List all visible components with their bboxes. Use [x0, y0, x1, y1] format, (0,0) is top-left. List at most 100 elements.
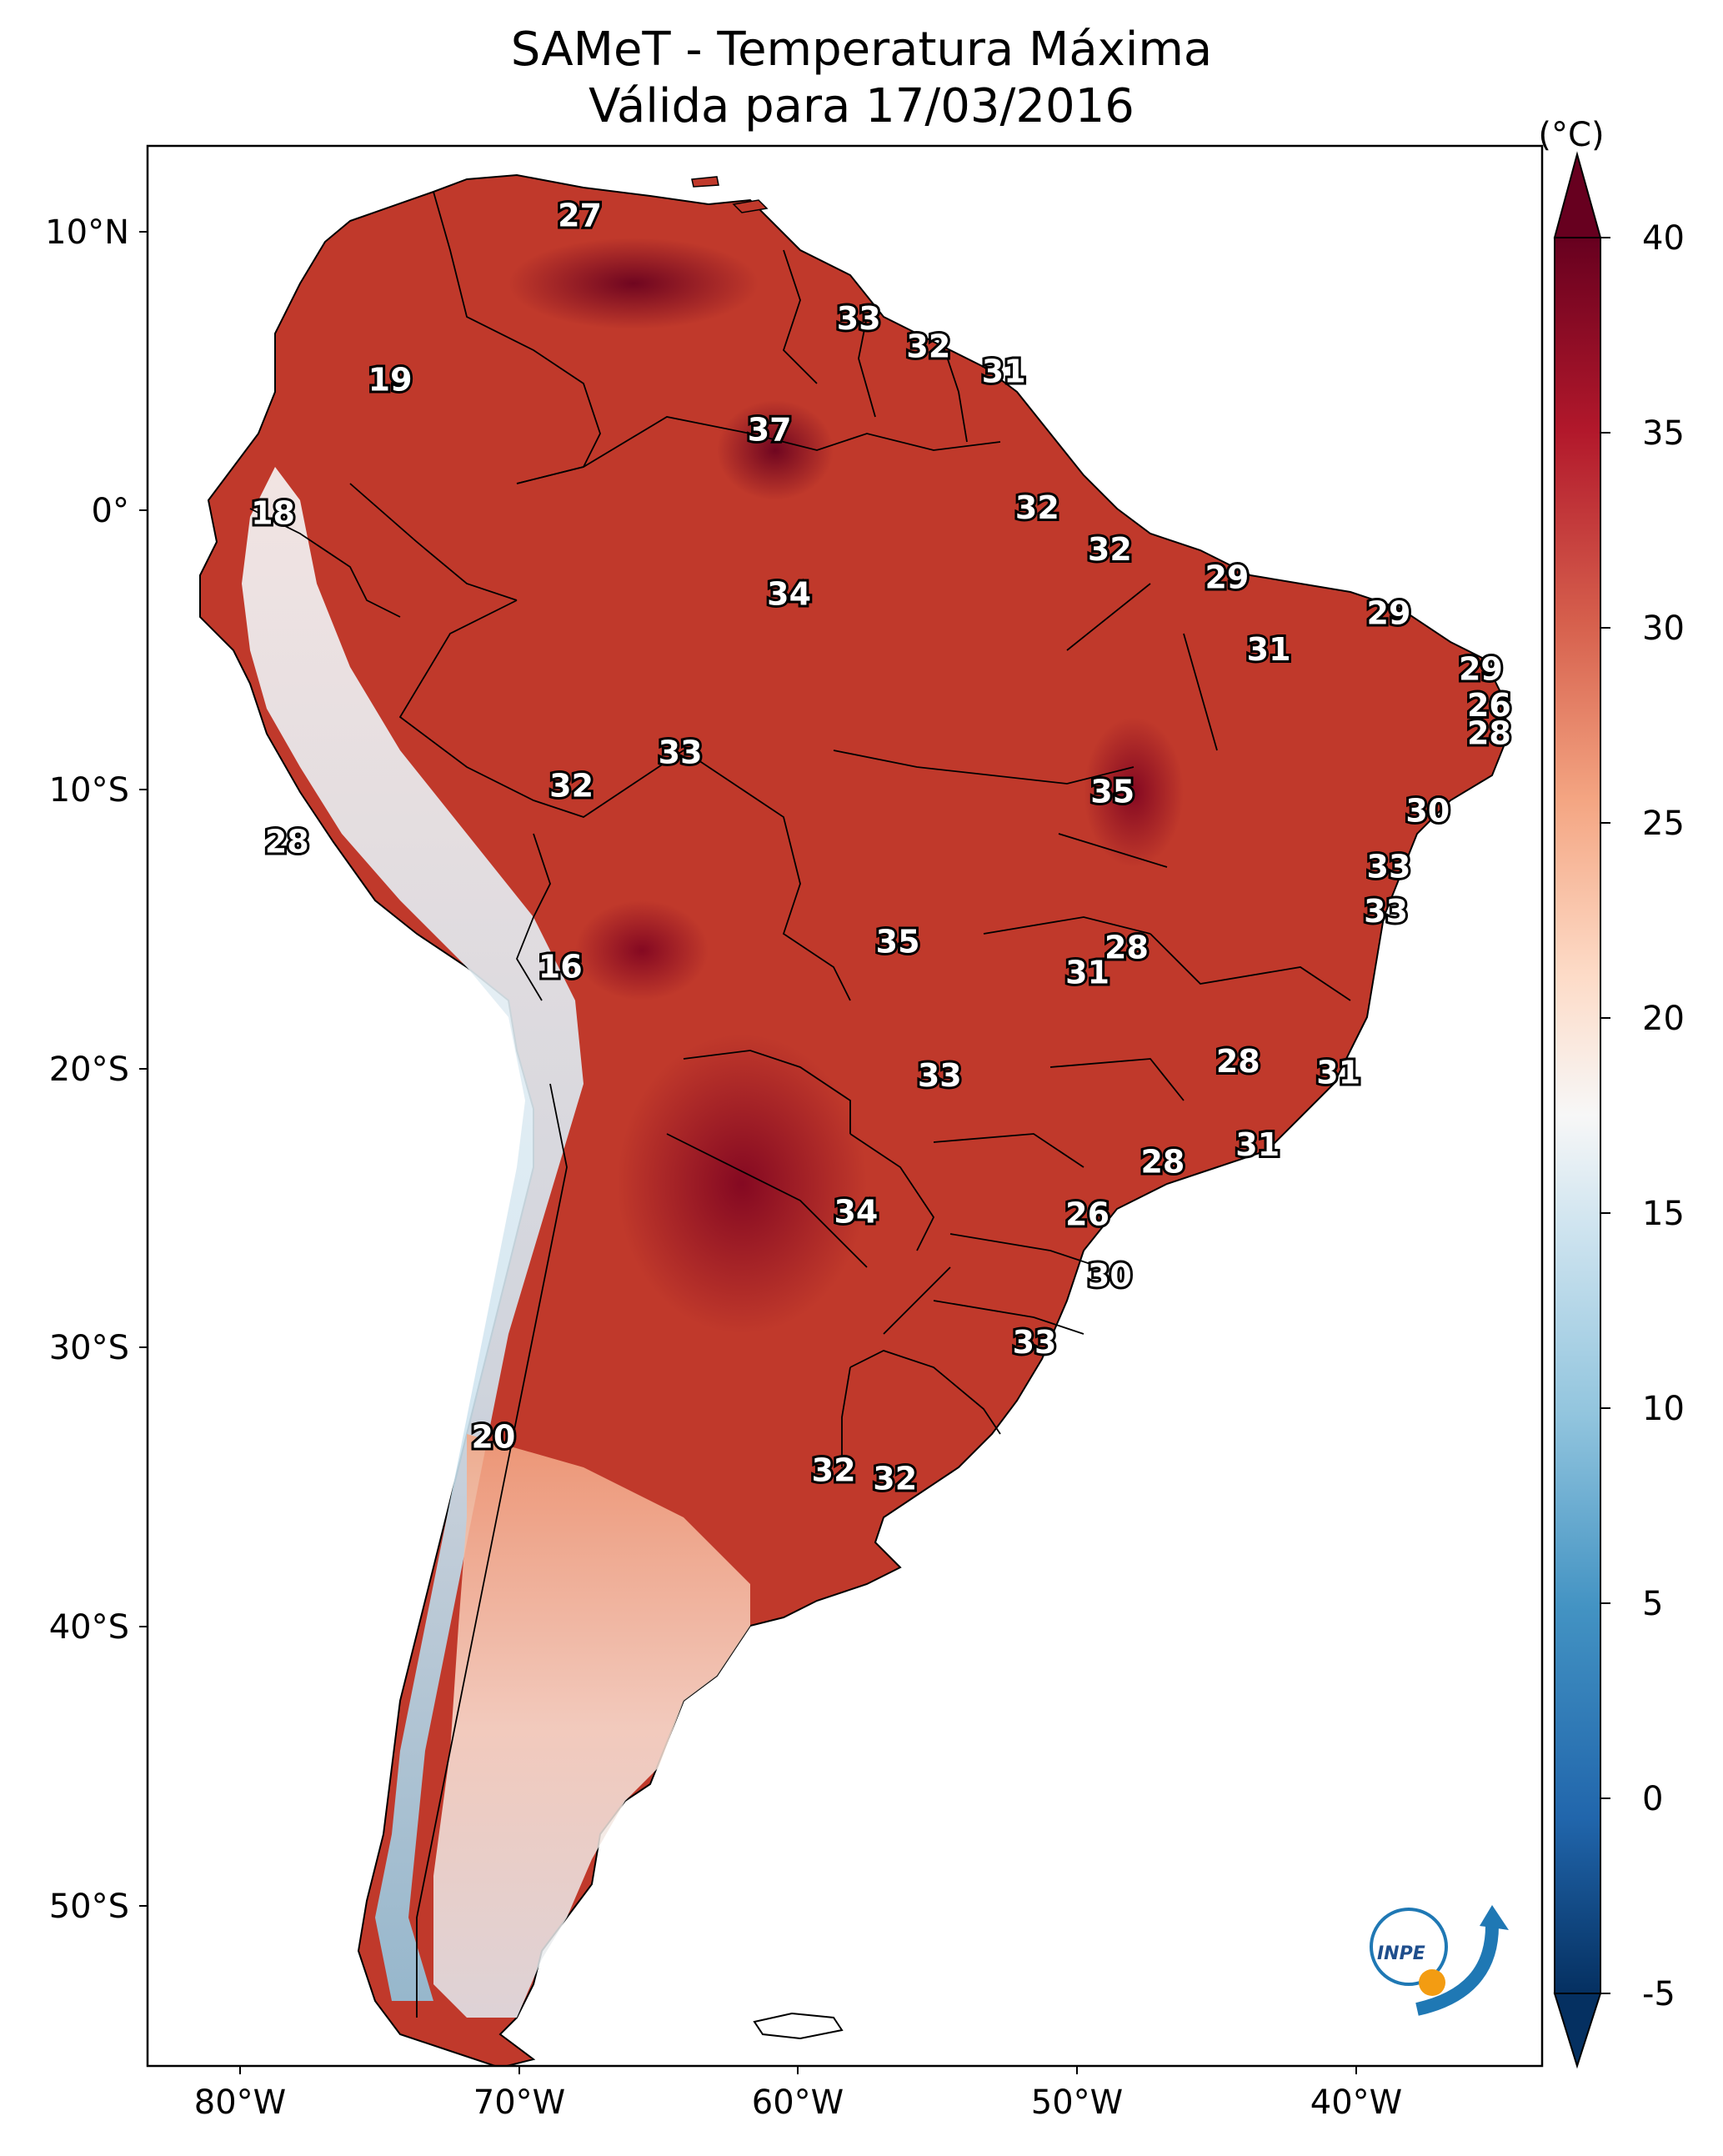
lon-tick-label: 50°W	[1031, 2083, 1123, 2122]
city-temperature-label: 33	[1367, 848, 1411, 885]
border-colombia-venezuela	[433, 191, 601, 484]
city-temperature-label: 32	[1015, 489, 1059, 526]
lat-tick-label: 0°	[92, 492, 129, 530]
colorbar-tick-label: 20	[1642, 1000, 1685, 1038]
colorbar-tick-label: 0	[1642, 1780, 1663, 1818]
hot-zone-tocantins	[1084, 717, 1184, 867]
border-ecuador-peru	[249, 508, 401, 618]
border-chile-argentina	[416, 1083, 568, 2018]
city-temperature-label: 26	[1467, 687, 1511, 724]
city-temperature-label: 37	[748, 411, 792, 448]
logo-arrow-arc	[1415, 1925, 1499, 2016]
lat-tick-label: 10°S	[49, 771, 129, 810]
city-temperature-label: 27	[558, 197, 602, 233]
colorbar-tick-label: 30	[1642, 609, 1685, 648]
lon-tick-label: 80°W	[194, 2083, 286, 2122]
colorbar-tick-label: 40	[1642, 219, 1685, 258]
border-peru-bolivia	[515, 833, 551, 1001]
city-temperature-label: 28	[1216, 1043, 1260, 1080]
colorbar-tick-label: 35	[1642, 414, 1685, 453]
border-paraguay-argentina	[666, 1133, 868, 1268]
logo-sun-dot	[1419, 1969, 1445, 1996]
city-temperature-label: 28	[1104, 929, 1149, 965]
hot-zone-chaco	[617, 1034, 867, 1334]
lat-tick-label: 20°S	[49, 1050, 129, 1089]
border-peru-brazil	[398, 599, 684, 818]
city-temperature-label: 18	[251, 495, 295, 532]
city-temperature-label: 26	[1065, 1196, 1109, 1233]
city-temperature-label: 29	[1459, 650, 1503, 687]
border-uruguay	[849, 1350, 1001, 1435]
logo-arrow-head	[1480, 1905, 1509, 1930]
map-title: SAMeT - Temperatura Máxima	[510, 23, 1213, 77]
lat-tick-marks	[139, 231, 148, 1907]
city-temperature-label: 32	[906, 328, 950, 364]
city-temperature-label: 32	[812, 1452, 856, 1489]
patagonia-region	[433, 1434, 750, 2018]
colorbar-bottom-arrow	[1553, 1993, 1602, 2069]
border-colombia-peru	[349, 483, 518, 601]
border-suriname-guiana	[941, 341, 968, 443]
andes-cool-strip	[242, 467, 584, 2001]
city-temperature-label: 20	[471, 1419, 515, 1456]
city-temperature-label: 34	[767, 575, 811, 612]
border-brazil-north	[516, 416, 1001, 484]
border-guyana-suriname	[858, 316, 876, 418]
map-border	[146, 144, 1544, 2068]
city-temperature-label: 32	[1088, 531, 1132, 568]
map-subtitle: Válida para 17/03/2016	[589, 79, 1134, 133]
border-bolivia-brazil	[683, 750, 851, 1001]
city-temperature-label: 31	[1247, 631, 1291, 668]
city-temperature-label: 32	[549, 768, 594, 805]
border-argentina-uruguay	[841, 1366, 851, 1467]
lon-tick-marks	[239, 2066, 1357, 2074]
border-paraguay-brazil	[849, 1133, 935, 1251]
city-temperature-label: 31	[982, 353, 1026, 389]
city-temperature-label: 34	[834, 1193, 878, 1230]
lon-tick-label: 40°W	[1310, 2083, 1402, 2122]
inpe-logo: INPE	[1370, 1905, 1509, 2016]
hot-zone-bolivia	[575, 900, 709, 1000]
city-temperature-label: 30	[1405, 793, 1450, 830]
lon-tick-label: 70°W	[473, 2083, 565, 2122]
lon-tick-labels: 80°W 70°W 60°W 50°W 40°W	[194, 2083, 1402, 2122]
hot-zone-venezuela	[508, 238, 759, 329]
country-borders	[249, 191, 1351, 2018]
border-bolivia-paraguay	[683, 1050, 851, 1134]
colorbar-tick-label: 10	[1642, 1390, 1685, 1428]
city-temperature-label: 30	[1088, 1257, 1132, 1294]
city-temperature-label: 28	[1140, 1143, 1185, 1180]
city-temperature-label: 28	[1467, 714, 1511, 751]
lat-tick-label: 40°S	[49, 1608, 129, 1647]
colorbar-tick-label: 25	[1642, 805, 1685, 843]
city-temperature-label: 31	[1235, 1126, 1280, 1163]
city-temperature-label: 33	[1364, 893, 1408, 930]
land-layer	[199, 173, 1510, 2066]
city-temperature-label: 29	[1205, 559, 1249, 595]
city-temperature-label: 33	[1013, 1324, 1057, 1361]
lat-tick-label: 10°N	[45, 213, 129, 252]
border-brazil-states	[833, 583, 1351, 1335]
logo-text: INPE	[1377, 1943, 1425, 1964]
city-temperature-label: 28	[265, 823, 309, 860]
colorbar-unit: (°C)	[1538, 116, 1604, 154]
caribbean-islands	[691, 176, 769, 213]
colorbar-tick-marks	[1600, 237, 1610, 1994]
city-temperature-label: 31	[1316, 1054, 1360, 1091]
city-temperature-label: 29	[1367, 595, 1411, 632]
colorbar: (°C) 40 35 30 25 20 15 10 5 0 -5	[1538, 116, 1685, 2069]
city-temperature-label: 33	[837, 300, 881, 337]
city-temperature-label: 35	[1090, 773, 1134, 810]
city-temperature-label: 31	[1065, 954, 1109, 990]
colorbar-gradient	[1554, 237, 1601, 1994]
city-temperature-label: 16	[538, 949, 583, 985]
logo-ring	[1370, 1908, 1448, 1986]
city-temperature-label: 32	[873, 1461, 917, 1497]
colorbar-top-arrow	[1553, 151, 1602, 238]
hot-zone-roraima	[717, 400, 834, 500]
colorbar-tick-label: 5	[1642, 1585, 1663, 1623]
falkland-islands	[753, 2012, 844, 2040]
lat-tick-labels: 10°N 0° 10°S 20°S 30°S 40°S 50°S	[45, 213, 129, 1926]
